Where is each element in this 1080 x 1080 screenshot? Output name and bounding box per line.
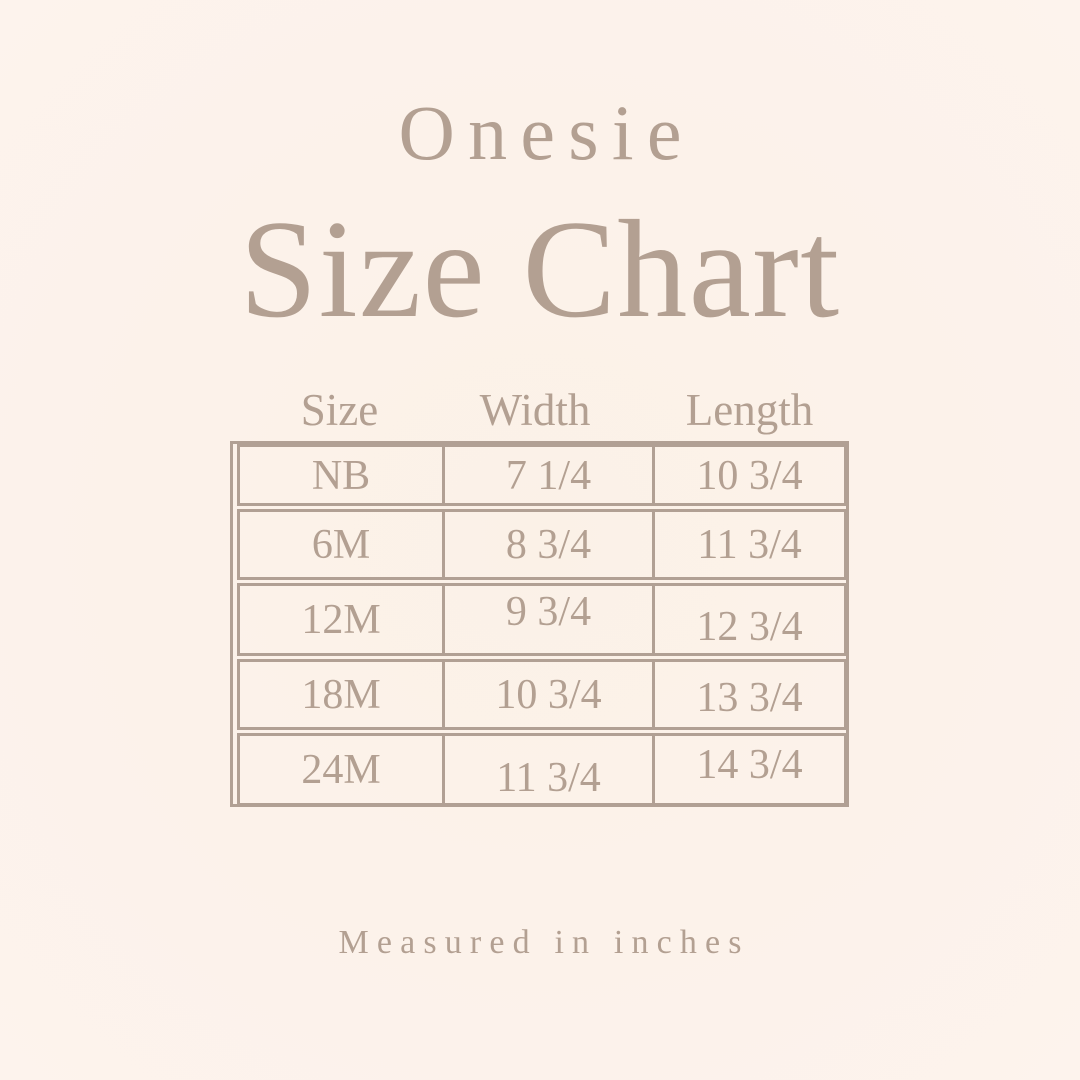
length-cell: 13 3/4	[655, 662, 844, 727]
column-header-length: Length	[685, 385, 814, 435]
cell-value: 8 3/4	[505, 521, 592, 568]
column-header-size: Size	[300, 385, 379, 435]
cell-value: 12M	[301, 596, 381, 643]
cell-value: 9 3/4	[505, 588, 592, 635]
table-row-18m: 18M 10 3/4 13 3/4	[237, 659, 847, 730]
unit-note: Measured in inches	[338, 924, 750, 961]
cell-value: 12 3/4	[696, 603, 803, 650]
cell-value: 10 3/4	[495, 671, 602, 718]
cell-value: NB	[311, 453, 371, 499]
cell-value: 11 3/4	[697, 521, 802, 568]
length-cell: 11 3/4	[655, 512, 844, 577]
width-cell: 11 3/4	[445, 736, 655, 803]
product-name: Onesie	[398, 89, 695, 176]
size-cell: 6M	[240, 512, 445, 577]
cell-value: 6M	[311, 521, 371, 568]
table-row-nb: NB 7 1/4 10 3/4	[237, 444, 847, 506]
length-cell: 14 3/4	[655, 736, 844, 803]
size-cell: 24M	[240, 736, 445, 803]
length-cell: 12 3/4	[655, 586, 844, 653]
length-cell: 10 3/4	[655, 447, 844, 503]
table-row-6m: 6M 8 3/4 11 3/4	[237, 509, 847, 580]
column-headers: Size Width Length	[237, 388, 847, 433]
page-title: Size Chart	[239, 192, 841, 347]
width-cell: 10 3/4	[445, 662, 655, 727]
cell-value: 7 1/4	[505, 453, 592, 499]
table-row-24m: 24M 11 3/4 14 3/4	[237, 733, 847, 806]
cell-value: 24M	[301, 746, 381, 793]
cell-value: 14 3/4	[696, 741, 803, 788]
width-cell: 7 1/4	[445, 447, 655, 503]
cell-value: 11 3/4	[496, 754, 601, 801]
size-cell: 12M	[240, 586, 445, 653]
size-table: NB 7 1/4 10 3/4 6M 8 3/4 11 3/4 12M	[237, 444, 847, 806]
cell-value: 10 3/4	[696, 453, 803, 499]
column-header-width: Width	[479, 385, 591, 435]
size-cell: 18M	[240, 662, 445, 727]
cell-value: 18M	[301, 671, 381, 718]
width-cell: 9 3/4	[445, 586, 655, 653]
table-row-12m: 12M 9 3/4 12 3/4	[237, 583, 847, 656]
width-cell: 8 3/4	[445, 512, 655, 577]
cell-value: 13 3/4	[696, 674, 803, 721]
size-cell: NB	[240, 447, 445, 503]
